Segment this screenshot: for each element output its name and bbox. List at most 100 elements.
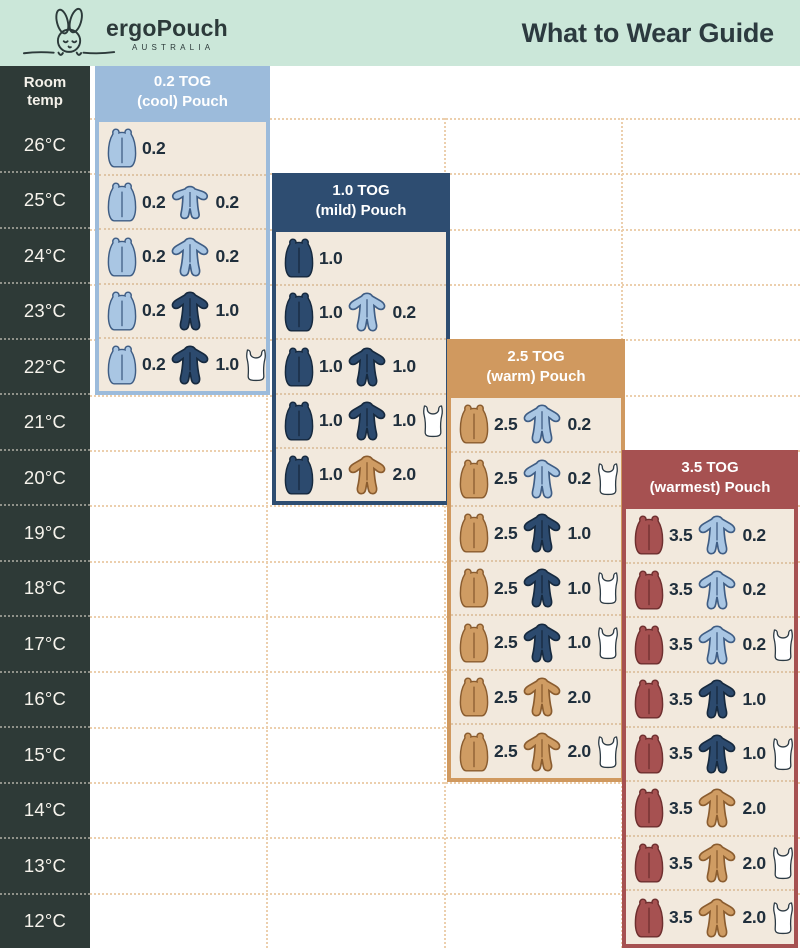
brand-text: ergoPouch AUSTRALIA xyxy=(106,16,228,52)
guide-row-2.5tog-20c: 2.5 0.2 xyxy=(451,450,621,506)
onesie-icon xyxy=(169,344,211,386)
guide-row-0.2tog-26c: 0.2 xyxy=(99,122,266,174)
garment-tog-value: 0.2 xyxy=(567,468,591,489)
singlet-icon xyxy=(595,625,621,661)
tog-panel-title-line2: (cool) Pouch xyxy=(137,93,228,110)
tog-panel-0.2-header: 0.2 TOG (cool) Pouch xyxy=(95,66,270,118)
pouch-tog-value: 3.5 xyxy=(669,524,693,545)
page-title: What to Wear Guide xyxy=(521,17,775,48)
temp-label-23c: 23°C xyxy=(0,282,90,337)
guide-row-0.2tog-24c: 0.2 0.2 xyxy=(99,228,266,282)
pouch-tog-value: 1.0 xyxy=(319,410,343,431)
brand-subtitle: AUSTRALIA xyxy=(132,43,215,53)
guide-row-3.5tog-16c: 3.5 1.0 xyxy=(626,670,794,726)
guide-row-1.0tog-21c: 1.0 1.0 xyxy=(276,392,446,447)
pouch-tog-value: 2.5 xyxy=(494,632,518,653)
tog-panel-title-line1: 0.2 TOG xyxy=(153,73,212,91)
pouch-icon xyxy=(283,453,315,497)
pouch-tog-value: 1.0 xyxy=(319,247,343,268)
temp-label-14c: 14°C xyxy=(0,781,90,837)
tog-panel-3.5-body: 3.5 0.2 3.5 0.2 3.5 0.2 3.5 1.0 3.5 1.0 3.5 2.0 3.5 2… xyxy=(622,505,798,948)
pouch-tog-value: 2.5 xyxy=(494,686,518,707)
pouch-icon xyxy=(106,180,138,224)
pouch-tog-value: 1.0 xyxy=(319,301,343,322)
tog-panel-title-line2: (mild) Pouch xyxy=(315,201,407,219)
pouch-icon xyxy=(458,457,490,501)
onesie-icon xyxy=(696,842,738,884)
temp-label-17c: 17°C xyxy=(0,615,90,670)
guide-row-2.5tog-18c: 2.5 1.0 xyxy=(451,559,621,615)
pouch-icon xyxy=(458,730,490,774)
pouch-icon xyxy=(106,289,138,333)
temp-label-24c: 24°C xyxy=(0,226,90,282)
pouch-tog-value: 2.5 xyxy=(494,522,518,543)
tog-panel-1.0-header: 1.0 TOG (mild) Pouch xyxy=(272,173,450,228)
grid-line-vertical xyxy=(266,118,268,948)
tog-panel-2.5-body: 2.5 0.2 2.5 0.2 2.5 1.0 2.5 1.0 2.5 1.0 2.5 2.0 2.5 2… xyxy=(447,394,625,782)
pouch-tog-value: 0.2 xyxy=(142,191,166,212)
brand-logo: ergoPouch AUSTRALIA xyxy=(22,3,228,63)
garment-tog-value: 1.0 xyxy=(567,522,591,543)
temp-label-26c: 26°C xyxy=(23,133,67,155)
pouch-icon xyxy=(458,621,490,665)
guide-table: Room temp 26°C 25°C 24°C 23°C 22°C 21°C 20°C 19… xyxy=(0,66,800,948)
onesie-icon xyxy=(346,346,388,388)
pouch-tog-value: 3.5 xyxy=(669,688,693,709)
onesie-icon xyxy=(521,403,563,445)
onesie-icon xyxy=(521,512,563,554)
garment-tog-value: 2.0 xyxy=(392,464,416,485)
temp-label-18c: 18°C xyxy=(0,559,90,615)
singlet-icon xyxy=(770,845,796,881)
onesie-icon xyxy=(346,454,388,496)
garment-tog-value: 1.0 xyxy=(742,688,766,709)
garment-tog-value: 0.2 xyxy=(567,413,591,434)
onesie-icon xyxy=(696,733,738,775)
garment-tog-value: 1.0 xyxy=(215,300,239,321)
pouch-icon xyxy=(633,732,665,776)
brand-name: ergoPouch xyxy=(106,14,228,41)
garment-tog-value: 1.0 xyxy=(392,410,416,431)
onesie-icon xyxy=(696,569,738,611)
guide-row-0.2tog-23c: 0.2 1.0 xyxy=(99,282,266,337)
singlet-icon xyxy=(595,461,621,497)
temp-label-12c: 12°C xyxy=(0,892,90,948)
tog-panel-title-line1: 3.5 TOG xyxy=(681,458,739,476)
tog-panel-0.2: 0.2 TOG (cool) Pouch 0.2 0.2 0.2 0.2 0.2 0.2 1… xyxy=(95,66,270,395)
pouch-tog-value: 3.5 xyxy=(669,852,693,873)
pouch-tog-value: 1.0 xyxy=(319,464,343,485)
pouch-icon xyxy=(283,399,315,443)
pouch-icon xyxy=(106,235,138,279)
temp-label-16c: 16°C xyxy=(0,670,90,726)
pouch-tog-value: 0.2 xyxy=(142,246,166,266)
pouch-tog-value: 3.5 xyxy=(669,634,693,655)
garment-tog-value: 2.0 xyxy=(742,852,766,873)
guide-row-3.5tog-13c: 3.5 2.0 xyxy=(626,834,796,890)
guide-row-2.5tog-19c: 2.5 1.0 xyxy=(451,505,621,560)
garment-tog-value: 1.0 xyxy=(742,743,766,764)
singlet-icon xyxy=(595,570,621,606)
onesie-icon xyxy=(346,400,388,442)
pouch-icon xyxy=(633,568,665,612)
guide-row-1.0tog-24c: 1.0 xyxy=(276,232,446,284)
garment-tog-value: 0.2 xyxy=(392,301,416,322)
romper-icon xyxy=(169,184,211,221)
garment-tog-value: 0.2 xyxy=(742,579,766,600)
guide-row-2.5tog-16c: 2.5 2.0 xyxy=(451,668,621,724)
garment-tog-value: 1.0 xyxy=(392,356,416,376)
garment-tog-value: 0.2 xyxy=(215,246,239,266)
top-banner: ergoPouch AUSTRALIA What to Wear Guide xyxy=(0,0,800,66)
pouch-icon xyxy=(633,896,665,940)
singlet-icon xyxy=(595,734,621,770)
garment-tog-value: 2.0 xyxy=(742,907,766,928)
pouch-tog-value: 3.5 xyxy=(669,579,693,600)
guide-row-3.5tog-17c: 3.5 0.2 xyxy=(626,616,794,671)
garment-tog-value: 0.2 xyxy=(215,191,239,212)
onesie-icon xyxy=(696,678,738,720)
garment-tog-value: 2.0 xyxy=(567,686,591,707)
guide-row-0.2tog-25c: 0.2 0.2 xyxy=(99,174,266,228)
onesie-icon xyxy=(696,514,738,556)
pouch-tog-value: 0.2 xyxy=(142,137,166,158)
garment-tog-value: 0.2 xyxy=(742,524,766,545)
singlet-icon xyxy=(243,347,269,383)
